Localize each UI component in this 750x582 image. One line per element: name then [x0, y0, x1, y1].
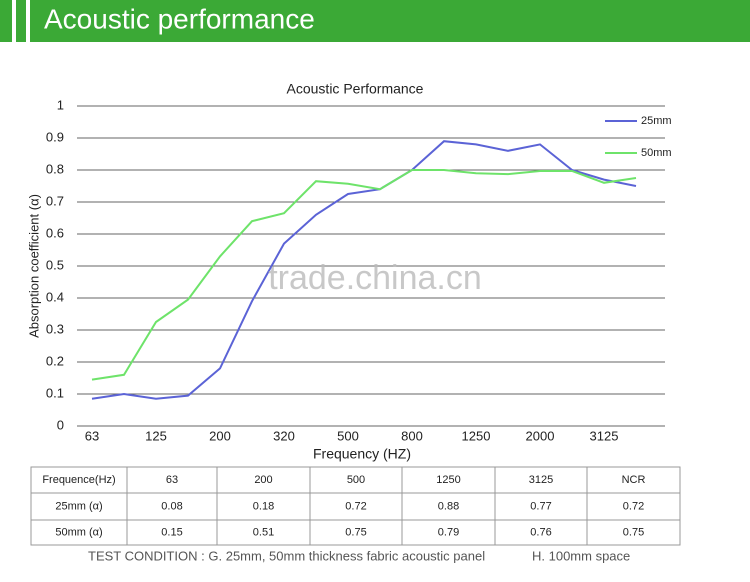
table-text: 1250: [436, 474, 460, 486]
table-cell: [586, 519, 681, 546]
table-cell: [126, 492, 218, 521]
y-tick-label: 0.1: [46, 385, 64, 400]
table-text: 63: [166, 474, 178, 486]
table-cell: [494, 519, 588, 546]
series-line: [91, 169, 637, 381]
x-tick-label: 320: [273, 428, 295, 443]
table-text: 0.72: [345, 500, 366, 512]
chart-title: Acoustic Performance: [287, 81, 424, 97]
table-cell: [126, 466, 218, 494]
x-tick-label: 800: [401, 428, 423, 443]
table-text: 0.18: [253, 500, 274, 512]
footer-condition: TEST CONDITION : G. 25mm, 50mm thickness…: [88, 548, 485, 563]
table-text: 200: [254, 474, 272, 486]
y-tick-label: 0.9: [46, 129, 64, 144]
table-text: 0.76: [530, 526, 551, 538]
legend-label: 25mm: [641, 115, 672, 127]
table-text: 0.51: [253, 526, 274, 538]
table-cell: [309, 492, 403, 521]
table-text: 500: [347, 474, 365, 486]
x-tick-label: 3125: [590, 428, 619, 443]
y-tick-label: 0.5: [46, 257, 64, 272]
x-tick-label: 1250: [462, 428, 491, 443]
x-tick-label: 200: [209, 428, 231, 443]
table-text: NCR: [622, 474, 646, 486]
x-tick-label: 63: [85, 428, 99, 443]
series-line: [91, 140, 637, 400]
legend-label: 50mm: [641, 147, 672, 159]
table-cell: [309, 466, 403, 494]
y-axis-label: Absorption coefficient (α): [26, 194, 41, 338]
table-text: 0.77: [530, 500, 551, 512]
table-cell: [30, 492, 128, 521]
table-text: 0.75: [623, 526, 644, 538]
x-tick-label: 500: [337, 428, 359, 443]
header-stripe: [26, 0, 30, 42]
table-text: 50mm (α): [55, 526, 102, 538]
y-tick-label: 1: [57, 97, 64, 112]
table-text: 25mm (α): [55, 500, 102, 512]
y-tick-label: 0.6: [46, 225, 64, 240]
table-text: 0.79: [438, 526, 459, 538]
table-cell: [586, 466, 681, 494]
y-tick-label: 0.4: [46, 289, 64, 304]
table-cell: [586, 492, 681, 521]
table-text: Frequence(Hz): [42, 474, 115, 486]
x-axis-label: Frequency (HZ): [313, 446, 411, 462]
table-text: 0.08: [161, 500, 182, 512]
table-cell: [216, 492, 311, 521]
y-tick-label: 0: [57, 417, 64, 432]
footer-space: H. 100mm space: [532, 548, 630, 563]
y-tick-label: 0.2: [46, 353, 64, 368]
x-tick-label: 2000: [526, 428, 555, 443]
table-text: 0.88: [438, 500, 459, 512]
header-stripe: [12, 0, 16, 42]
header-bar: [0, 0, 750, 42]
x-tick-label: 125: [145, 428, 167, 443]
header-title: Acoustic performance: [44, 3, 315, 34]
watermark: trade.china.cn: [268, 259, 482, 297]
y-tick-label: 0.3: [46, 321, 64, 336]
table-cell: [30, 519, 128, 546]
table-cell: [216, 466, 311, 494]
table-text: 0.72: [623, 500, 644, 512]
table-text: 3125: [529, 474, 553, 486]
y-tick-label: 0.8: [46, 161, 64, 176]
table-text: 0.15: [161, 526, 182, 538]
table-cell: [401, 466, 496, 494]
table-text: 0.75: [345, 526, 366, 538]
y-tick-label: 0.7: [46, 193, 64, 208]
